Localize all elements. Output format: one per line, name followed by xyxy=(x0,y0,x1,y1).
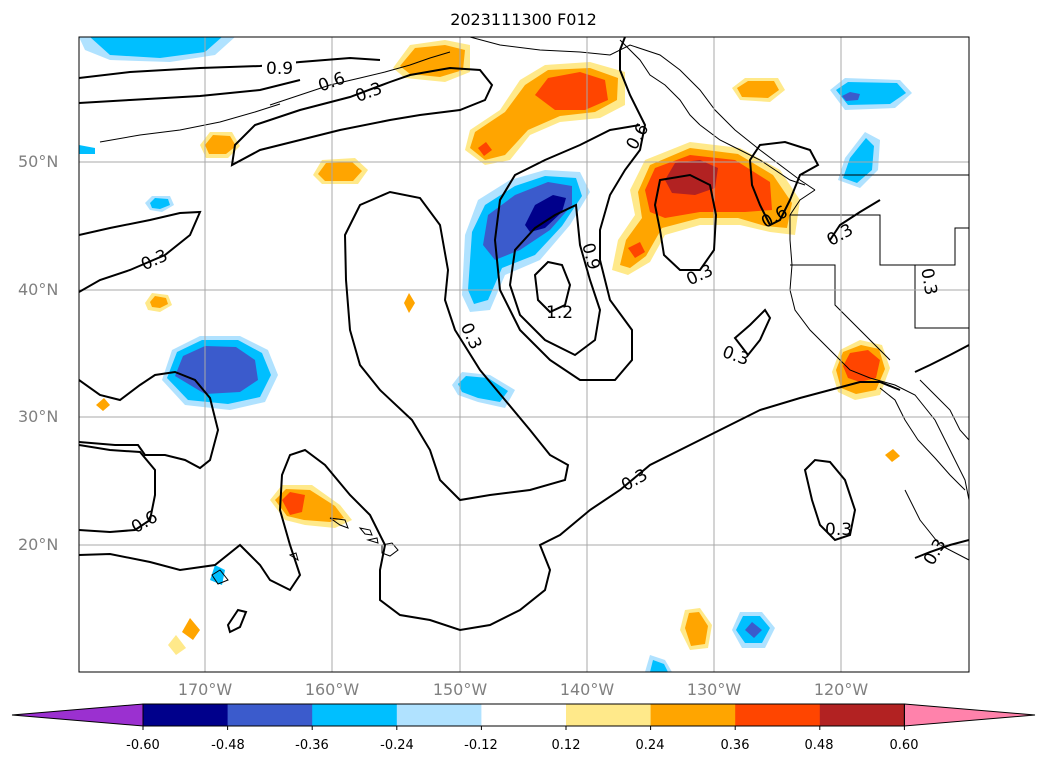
colorbar-tick: -0.60 xyxy=(126,738,160,753)
lat-label-30n: 30°N xyxy=(18,407,59,426)
colorbar-segment xyxy=(312,704,398,726)
contour-label: 0.6 xyxy=(128,507,161,538)
contour-label: 0.3 xyxy=(920,535,951,568)
contour-label: 0.6 xyxy=(623,120,654,153)
map-frame xyxy=(78,36,970,673)
lon-label-120w: 120°W xyxy=(813,680,869,699)
colorbar-tick: 0.48 xyxy=(804,738,834,753)
contours xyxy=(79,37,969,634)
map-title: 2023111300 F012 xyxy=(450,10,597,29)
colorbar-tick: 0.24 xyxy=(635,738,665,753)
colorbar-segment xyxy=(819,704,905,726)
colorbar-tick: 0.12 xyxy=(551,738,581,753)
lon-label-130w: 130°W xyxy=(686,680,742,699)
colorbar-tick: 0.36 xyxy=(720,738,750,753)
colorbar-segment xyxy=(566,704,652,726)
contour-label: 0.3 xyxy=(720,342,752,370)
contour-label: 1.2 xyxy=(546,303,573,323)
colorbar-tick: -0.36 xyxy=(295,738,329,753)
contour-label: 0.3 xyxy=(353,79,385,107)
coastlines xyxy=(99,37,969,585)
contour-label: 0.9 xyxy=(266,59,293,79)
colorbar-tick: -0.48 xyxy=(211,738,245,753)
colorbar-extend-right xyxy=(903,703,1036,727)
colorbar-tick: 0.60 xyxy=(889,738,919,753)
lat-label-40n: 40°N xyxy=(18,280,59,299)
colorbar-segment xyxy=(227,704,313,726)
lon-label-170w: 170°W xyxy=(177,680,233,699)
shaded-field xyxy=(79,37,912,672)
colorbar-tick: -0.24 xyxy=(380,738,414,753)
contour-label-group: 0.9 0.6 0.3 0.3 0.6 0.9 1.2 0.3 0.3 0.6 … xyxy=(128,58,951,569)
contour-label: 0.6 xyxy=(316,68,348,96)
colorbar-segment xyxy=(396,704,482,726)
lon-label-140w: 140°W xyxy=(559,680,615,699)
colorbar-segment xyxy=(481,704,567,726)
lon-label-160w: 160°W xyxy=(304,680,360,699)
colorbar-outline xyxy=(142,703,905,727)
contour-label: 0.3 xyxy=(825,520,852,540)
colorbar-tick: -0.12 xyxy=(464,738,498,753)
contour-label: 0.3 xyxy=(683,261,716,291)
colorbar-extend-left xyxy=(11,703,144,727)
colorbar-segment xyxy=(143,704,229,726)
contour-label: 0.3 xyxy=(138,246,171,276)
colorbar xyxy=(11,703,1036,730)
lat-label-20n: 20°N xyxy=(18,535,59,554)
contour-label: 0.3 xyxy=(824,220,857,251)
contour-label: 0.3 xyxy=(916,267,940,297)
colorbar-segment xyxy=(650,704,736,726)
lat-label-50n: 50°N xyxy=(18,152,59,171)
colorbar-segment xyxy=(735,704,821,726)
contour-label: 0.3 xyxy=(618,465,651,496)
lon-label-150w: 150°W xyxy=(432,680,488,699)
